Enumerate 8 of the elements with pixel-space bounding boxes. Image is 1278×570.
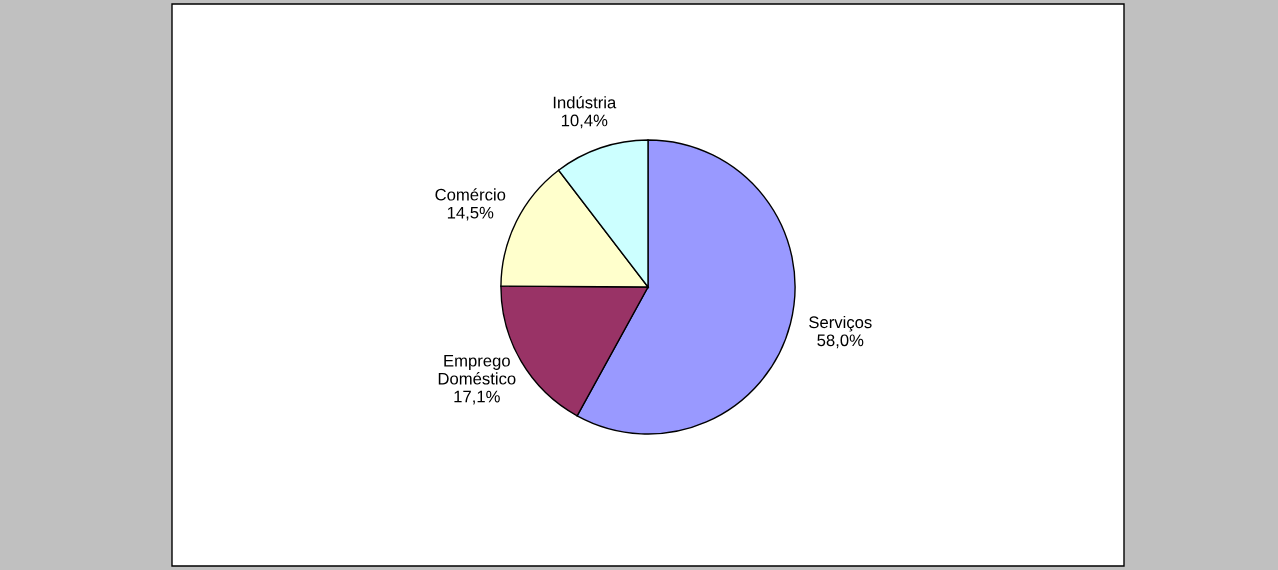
slice-label: Indústria bbox=[553, 95, 617, 109]
data-label: 17,1% bbox=[454, 390, 500, 405]
data-label: 10,4% bbox=[561, 114, 608, 129]
slice-label: Emprego Doméstico bbox=[438, 354, 516, 385]
slice-label: Comércio bbox=[435, 188, 506, 201]
slice-label: Serviços bbox=[809, 315, 872, 332]
data-label: 58,0% bbox=[817, 334, 864, 349]
data-label: 14,5% bbox=[447, 206, 494, 221]
